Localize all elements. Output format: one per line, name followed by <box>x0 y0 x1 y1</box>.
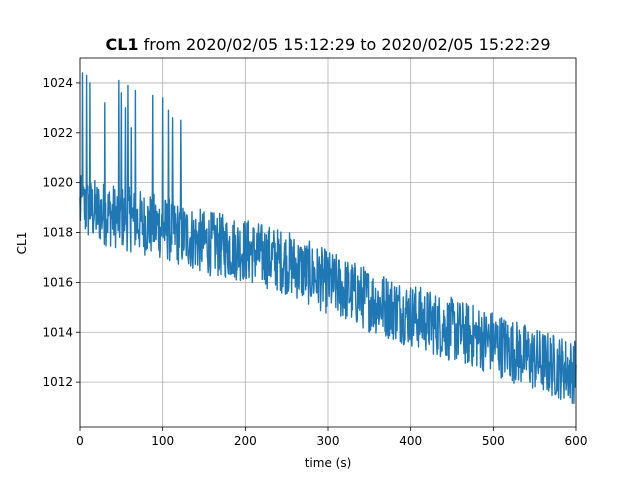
x-tick-label: 500 <box>482 434 505 448</box>
y-tick-label: 1014 <box>42 325 73 339</box>
chart-title-bold: CL1 <box>105 35 138 54</box>
y-tick-label: 1020 <box>42 176 73 190</box>
x-tick-label: 300 <box>317 434 340 448</box>
x-axis: 0 100 200 300 400 500 600 <box>76 427 587 448</box>
y-tick-label: 1022 <box>42 126 73 140</box>
chart-title: CL1 from 2020/02/05 15:12:29 to 2020/02/… <box>105 35 550 54</box>
y-tick-label: 1012 <box>42 375 73 389</box>
x-axis-label: time (s) <box>305 456 352 470</box>
chart-title-rest: from 2020/02/05 15:12:29 to 2020/02/05 1… <box>139 35 551 54</box>
series-line <box>79 72 577 405</box>
y-axis: 1012 1014 1016 1018 1020 1022 1024 <box>42 76 80 389</box>
x-tick-label: 0 <box>76 434 84 448</box>
x-tick-label: 200 <box>234 434 257 448</box>
plot-area <box>79 72 577 405</box>
y-tick-label: 1016 <box>42 275 73 289</box>
y-tick-label: 1018 <box>42 226 73 240</box>
x-tick-label: 600 <box>565 434 588 448</box>
y-tick-label: 1024 <box>42 76 73 90</box>
y-axis-label: CL1 <box>15 232 29 255</box>
x-tick-label: 400 <box>399 434 422 448</box>
x-tick-label: 100 <box>151 434 174 448</box>
